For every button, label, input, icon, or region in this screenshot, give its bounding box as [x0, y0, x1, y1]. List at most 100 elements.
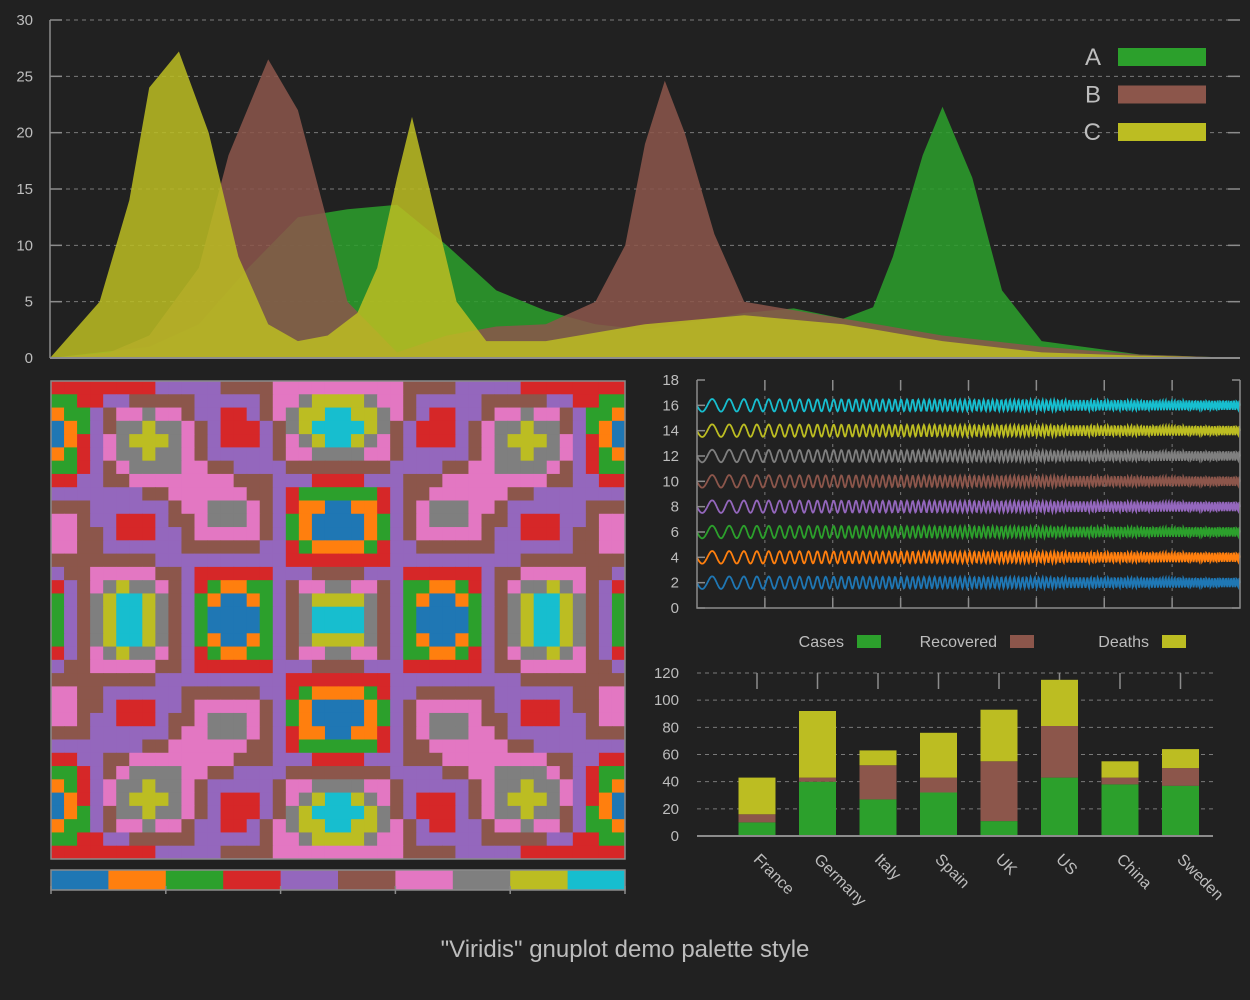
heatmap-cell [364, 832, 378, 846]
heatmap-cell [273, 620, 287, 634]
heatmap-cell [195, 408, 209, 422]
heatmap-cell [234, 700, 248, 714]
heatmap-cell [168, 447, 182, 461]
heatmap-cell [208, 793, 222, 807]
heatmap-cell [103, 832, 117, 846]
heatmap-cell [155, 633, 169, 647]
heatmap-cell [90, 421, 104, 435]
heatmap-cell [90, 474, 104, 488]
heatmap-cell [429, 806, 443, 820]
heatmap-cell [260, 394, 274, 408]
heatmap-cell [247, 832, 261, 846]
heatmap-cell [325, 501, 339, 515]
heatmap-cell [51, 593, 65, 607]
heatmap-cell [129, 633, 143, 647]
heatmap-cell [195, 819, 209, 833]
y-tick-label-3: 60 [662, 747, 679, 764]
heatmap-cell [455, 580, 469, 594]
heatmap-cell [351, 554, 365, 568]
heatmap-cell [599, 447, 613, 461]
heatmap-cell [547, 593, 561, 607]
heatmap-cell [221, 673, 235, 687]
heatmap-cell [129, 726, 143, 740]
heatmap-cell [534, 846, 548, 860]
heatmap-cell [116, 726, 130, 740]
heatmap-cell [312, 740, 326, 754]
heatmap-cell [208, 832, 222, 846]
heatmap-cell [521, 474, 535, 488]
heatmap-cell [247, 394, 261, 408]
heatmap-cell [260, 713, 274, 727]
heatmap-cell [442, 832, 456, 846]
heatmap-cell [455, 394, 469, 408]
heatmap-cell [103, 686, 117, 700]
heatmap-cell [455, 846, 469, 860]
heatmap-cell [612, 434, 626, 448]
heatmap-cell [299, 474, 313, 488]
heatmap-cell [64, 846, 78, 860]
heatmap-cell [325, 607, 339, 621]
heatmap-cell [129, 501, 143, 515]
heatmap-cell [547, 461, 561, 475]
heatmap-cell [508, 779, 522, 793]
heatmap-cell [599, 753, 613, 767]
colorbar-segment-0 [51, 870, 109, 890]
heatmap-cell [508, 832, 522, 846]
heatmap-cell [103, 779, 117, 793]
heatmap-cell [416, 633, 430, 647]
heatmap-cell [247, 593, 261, 607]
heatmap-cell [208, 660, 222, 674]
heatmap-cell [90, 700, 104, 714]
heatmap-cell [51, 501, 65, 515]
heatmap-cell [468, 633, 482, 647]
heatmap-cell [599, 514, 613, 528]
heatmap-cell [364, 540, 378, 554]
heatmap-cell [416, 408, 430, 422]
heatmap-cell [273, 580, 287, 594]
heatmap-cell [195, 607, 209, 621]
heatmap-cell [508, 846, 522, 860]
heatmap-cell [468, 620, 482, 634]
heatmap-cell [455, 501, 469, 515]
heatmap-cell [129, 447, 143, 461]
heatmap-cell [612, 633, 626, 647]
heatmap-cell [390, 554, 404, 568]
heatmap-cell [403, 394, 417, 408]
heatmap-cell [612, 540, 626, 554]
heatmap-cell [221, 394, 235, 408]
heatmap-cell [468, 753, 482, 767]
heatmap-cell [377, 408, 391, 422]
bar-germany-deaths [799, 711, 836, 778]
heatmap-cell [495, 740, 509, 754]
heatmap-cell [181, 540, 195, 554]
heatmap-cell [103, 540, 117, 554]
heatmap-cell [312, 806, 326, 820]
heatmap-cell [442, 434, 456, 448]
heatmap-cell [103, 846, 117, 860]
heatmap-cell [325, 740, 339, 754]
heatmap-cell [534, 713, 548, 727]
heatmap-cell [129, 461, 143, 475]
heatmap-cell [103, 660, 117, 674]
heatmap-cell [416, 660, 430, 674]
heatmap-cell [77, 647, 91, 661]
heatmap-cell [64, 381, 78, 395]
heatmap-cell [403, 447, 417, 461]
heatmap-cell [77, 567, 91, 581]
heatmap-cell [116, 753, 130, 767]
heatmap-cell [573, 633, 587, 647]
heatmap-cell [234, 514, 248, 528]
heatmap-cell [247, 381, 261, 395]
heatmap-cell [560, 620, 574, 634]
heatmap-cell [116, 793, 130, 807]
heatmap-cell [90, 832, 104, 846]
heatmap-cell [599, 527, 613, 541]
heatmap-cell [482, 620, 496, 634]
heatmap-cell [234, 554, 248, 568]
heatmap-cell [208, 540, 222, 554]
legend-swatch-cases [857, 635, 881, 648]
heatmap-cell [221, 501, 235, 515]
heatmap-cell [560, 660, 574, 674]
heatmap-cell [560, 819, 574, 833]
heatmap-cell [599, 806, 613, 820]
